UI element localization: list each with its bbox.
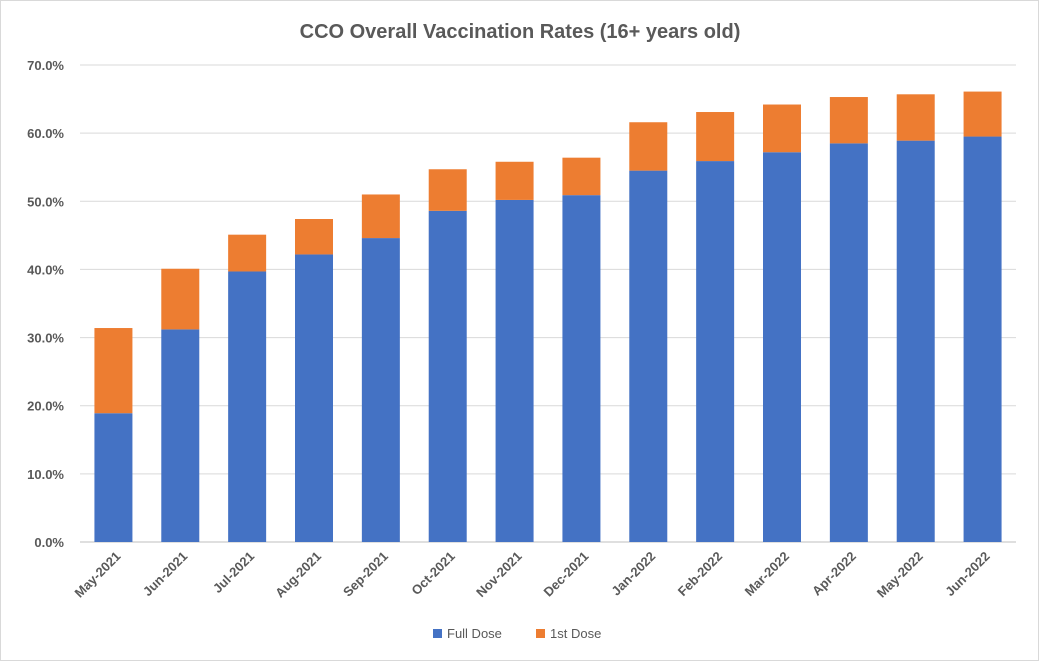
bar-1st-dose — [562, 157, 601, 196]
x-tick-label: Jun-2021 — [140, 549, 190, 599]
legend-swatch-full-dose — [433, 629, 442, 638]
bar-full-dose — [161, 329, 200, 542]
y-tick-label: 70.0% — [27, 58, 64, 73]
bar-full-dose — [495, 199, 534, 542]
bar-full-dose — [428, 210, 467, 542]
bar-1st-dose — [428, 169, 467, 211]
bar-1st-dose — [763, 104, 801, 153]
x-tick-label: Mar-2022 — [742, 549, 792, 599]
bar-1st-dose — [963, 91, 1002, 137]
bar-1st-dose — [495, 161, 534, 200]
bar-full-dose — [94, 413, 133, 542]
bar-1st-dose — [228, 234, 267, 272]
x-tick-label: May-2021 — [72, 549, 124, 601]
bar-1st-dose — [161, 268, 200, 330]
bar-full-dose — [228, 271, 267, 542]
bar-1st-dose — [696, 112, 735, 162]
x-tick-label: Jun-2022 — [942, 549, 992, 599]
legend: Full Dose 1st Dose — [433, 626, 601, 641]
legend-swatch-1st-dose — [536, 629, 545, 638]
chart-title: CCO Overall Vaccination Rates (16+ years… — [300, 21, 741, 43]
x-tick-label: Apr-2022 — [809, 549, 859, 599]
bar-full-dose — [763, 152, 801, 543]
legend-label-full-dose: Full Dose — [447, 626, 502, 641]
x-tick-label: Jan-2022 — [608, 549, 658, 599]
x-tick-label: Jul-2021 — [210, 549, 257, 596]
bar-full-dose — [361, 238, 400, 542]
bar-full-dose — [829, 143, 868, 542]
bar-full-dose — [696, 161, 735, 542]
y-tick-label: 20.0% — [27, 399, 64, 414]
bar-full-dose — [963, 136, 1002, 543]
legend-label-1st-dose: 1st Dose — [550, 626, 601, 641]
x-tick-label: Sep-2021 — [340, 549, 391, 600]
y-tick-label: 10.0% — [27, 467, 64, 482]
gridlines — [80, 64, 1016, 543]
y-tick-label: 50.0% — [27, 194, 64, 209]
bar-1st-dose — [94, 328, 133, 414]
y-tick-label: 40.0% — [27, 262, 64, 277]
bar-1st-dose — [829, 97, 868, 144]
bar-1st-dose — [629, 122, 668, 171]
x-tick-label: Oct-2021 — [408, 549, 457, 598]
bar-full-dose — [896, 140, 935, 543]
bar-full-dose — [562, 195, 601, 542]
x-tick-label: Nov-2021 — [473, 549, 524, 600]
x-tick-label: May-2022 — [874, 549, 926, 601]
bar-1st-dose — [361, 194, 400, 239]
y-tick-label: 60.0% — [27, 126, 64, 141]
bars — [94, 91, 1002, 543]
bar-full-dose — [629, 170, 668, 542]
bar-full-dose — [295, 254, 333, 543]
y-tick-label: 0.0% — [34, 535, 64, 550]
y-axis-ticks: 0.0% 10.0% 20.0% 30.0% 40.0% 50.0% 60.0% 70.0% — [27, 58, 64, 550]
x-tick-label: Aug-2021 — [272, 549, 324, 601]
bar-1st-dose — [295, 219, 333, 255]
x-tick-label: Feb-2022 — [675, 549, 725, 599]
bar-1st-dose — [896, 94, 935, 141]
x-axis-ticks: May-2021 Jun-2021 Jul-2021 Aug-2021 Sep-2021… — [72, 549, 993, 601]
x-tick-label: Dec-2021 — [541, 549, 592, 600]
y-tick-label: 30.0% — [27, 331, 64, 346]
